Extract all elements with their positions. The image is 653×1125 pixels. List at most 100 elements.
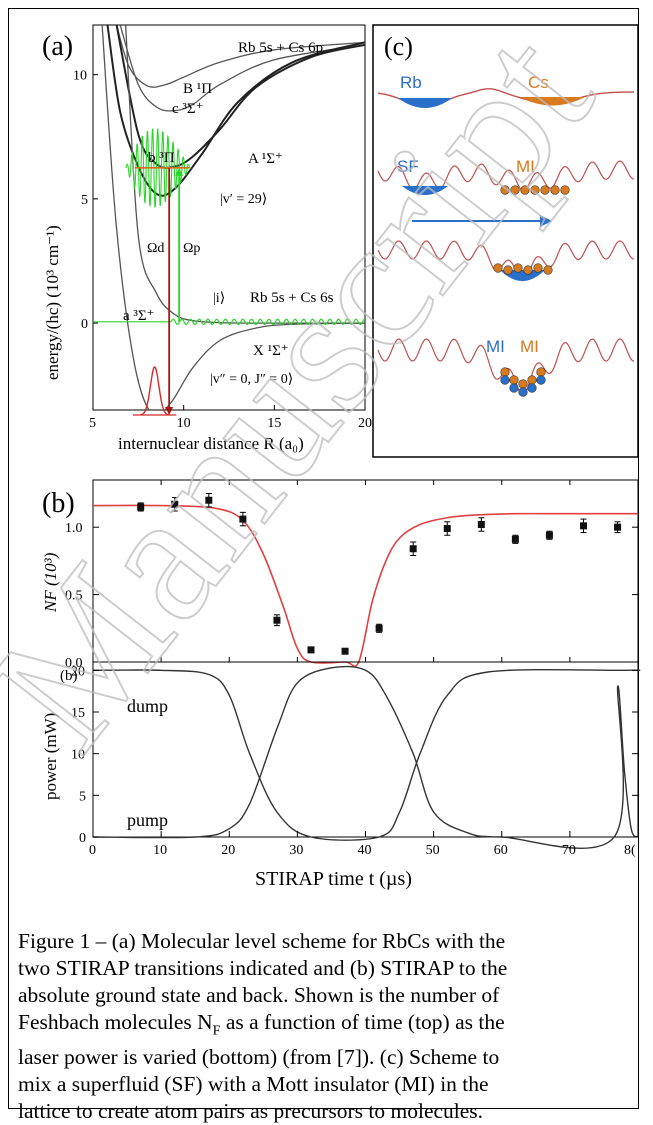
- pair-cs-atom-3: [527, 375, 537, 385]
- bb-xtick-label-3: 30: [289, 843, 303, 858]
- panel-b-bottom-xlabel: STIRAP time t (µs): [255, 868, 412, 890]
- label-v29: |v′ = 29⟩: [220, 192, 267, 207]
- dump-arrow-head: [165, 406, 174, 415]
- bb-ytick-label-4: 20: [71, 664, 85, 679]
- mi-atom-row1-6: [560, 185, 570, 195]
- curve-b: [106, 25, 365, 197]
- data-point-5: [307, 646, 315, 654]
- caption-line-4b: as a function of time (top) as the: [220, 1010, 505, 1034]
- panel-a-frame: [92, 24, 366, 411]
- caption-line-4: Feshbach molecules NF as a function of t…: [18, 1009, 628, 1044]
- bt-ytick-label-2: 1.0: [65, 521, 83, 536]
- potential-curves: [101, 25, 365, 410]
- panel-c: (c) Rb Cs SF MI MI MI: [372, 24, 639, 458]
- panel-a-label: (a): [42, 31, 73, 62]
- panel-a: (a) 5 10 15 20 0 5 10 B ¹Π Rb 5s + Cs 6p c ³Σ⁺…: [42, 24, 372, 453]
- a-ytick-label-2: 10: [73, 69, 87, 84]
- pair-rb-atom-4: [536, 375, 546, 385]
- label-upper-asymptote: Rb 5s + Cs 6p: [238, 40, 323, 56]
- data-point-14: [614, 523, 622, 531]
- curve-label-dump: dump: [127, 696, 168, 716]
- data-point-0: [137, 503, 145, 511]
- curve-label-pump: pump: [127, 810, 168, 830]
- pair-rb-atom-2: [518, 387, 528, 397]
- label-initial: |i⟩: [213, 291, 225, 306]
- ground-wavefunction: [140, 366, 170, 416]
- panel-b-top-label: (b): [42, 488, 75, 519]
- a-ytick-label-1: 5: [81, 193, 88, 208]
- data-point-2: [205, 496, 213, 504]
- data-point-13: [580, 522, 587, 530]
- label-lower-asymptote: Rb 5s + Cs 6s: [250, 290, 334, 306]
- lattice-row-1: [377, 160, 635, 192]
- merge-arrow-head: [540, 215, 552, 227]
- caption-line-4-sub: F: [212, 1023, 221, 1039]
- mixing-cs-atom-1: [503, 265, 513, 275]
- curve-a: [115, 25, 365, 169]
- data-point-4: [273, 616, 281, 624]
- label-mi-3: MI: [520, 337, 539, 356]
- mixing-cs-atom-0: [493, 263, 503, 273]
- mi-atom-row1-3: [530, 185, 540, 195]
- caption-line-6: mix a superfluid (SF) with a Mott insula…: [18, 1072, 489, 1097]
- mi-atom-row1-2: [520, 185, 530, 195]
- bb-xtick-label-4: 40: [358, 843, 372, 858]
- data-point-12: [545, 531, 553, 539]
- bb-ytick-label-1: 5: [79, 789, 86, 804]
- a-ytick-label-0: 0: [81, 317, 88, 332]
- bb-xtick-label-1: 10: [153, 843, 167, 858]
- label-cs: Cs: [528, 73, 549, 92]
- bb-xtick-label-7: 70: [562, 843, 576, 858]
- panel-b-bottom-label: (b): [60, 668, 78, 684]
- excited-wavefunction: [125, 127, 192, 209]
- label-sf: SF: [397, 157, 419, 176]
- panel-c-label: (c): [384, 32, 413, 61]
- label-c3sigma: c ³Σ⁺: [172, 101, 204, 117]
- bb-ytick-label-0: 0: [79, 831, 86, 846]
- label-omega-p: Ωp: [183, 241, 200, 256]
- bb-xtick-label-8: 8(: [624, 843, 636, 858]
- label-b1pi: B ¹Π: [183, 81, 212, 97]
- a-xtick-label-3: 20: [358, 416, 372, 431]
- lattice-row-2: [377, 240, 635, 282]
- curve-b: [115, 25, 365, 88]
- data-point-11: [511, 535, 519, 543]
- label-A1sigma: A ¹Σ⁺: [248, 151, 283, 167]
- pair-cs-atom-1: [509, 375, 519, 385]
- a-xtick-label-0: 5: [89, 416, 96, 431]
- caption-line-4a: Feshbach molecules N: [18, 1010, 213, 1034]
- mi-atom-row1-0: [500, 185, 510, 195]
- pair-rb-atom-1: [509, 383, 519, 393]
- pair-rb-atom-3: [527, 383, 537, 393]
- pair-cs-atom-4: [536, 367, 546, 377]
- data-point-9: [443, 525, 451, 533]
- pump-arrow-head: [175, 167, 184, 176]
- panel-c-frame: [372, 24, 639, 458]
- sf-cloud: [402, 186, 448, 195]
- caption-line-5: laser power is varied (bottom) (from [7]…: [18, 1045, 500, 1070]
- pair-rb-atom-0: [500, 375, 510, 385]
- data-point-1: [171, 500, 179, 508]
- transition-arrows: [93, 127, 365, 416]
- curve-x: [101, 25, 365, 410]
- label-rb: Rb: [400, 73, 422, 92]
- panel-b-top-ylabel: NF (10³): [41, 552, 60, 613]
- mixing-cs-atom-3: [523, 265, 533, 275]
- panel-a-xlabel: internuclear distance R (a₀): [118, 434, 304, 453]
- panel-b-bottom-ylabel: power (mW): [41, 713, 60, 800]
- mi-atom-row1-5: [550, 185, 560, 195]
- rb-cloud: [398, 98, 452, 108]
- lattice-row-3: [377, 338, 635, 396]
- panel-b-bottom-frame: [92, 661, 639, 838]
- label-X1sigma: X ¹Σ⁺: [253, 343, 289, 359]
- figure-caption: Figure 1 – (a) Molecular level scheme fo…: [18, 928, 628, 1125]
- pair-cs-atom-0: [500, 367, 510, 377]
- power-curve-dump: [92, 668, 641, 841]
- a-xtick-label-1: 10: [177, 416, 191, 431]
- bb-ytick-label-2: 10: [71, 748, 85, 763]
- figure-svg: (a) 5 10 15 20 0 5 10 B ¹Π Rb 5s + Cs 6p c ³Σ⁺…: [41, 24, 641, 890]
- panel-b-bottom: (b) power (mW) dump pump 0 5 10 15 20 0 10 20 30…: [41, 661, 641, 890]
- label-omega-d: Ωd: [147, 241, 164, 256]
- mixing-cs-atom-5: [543, 265, 553, 275]
- data-point-3: [239, 515, 247, 523]
